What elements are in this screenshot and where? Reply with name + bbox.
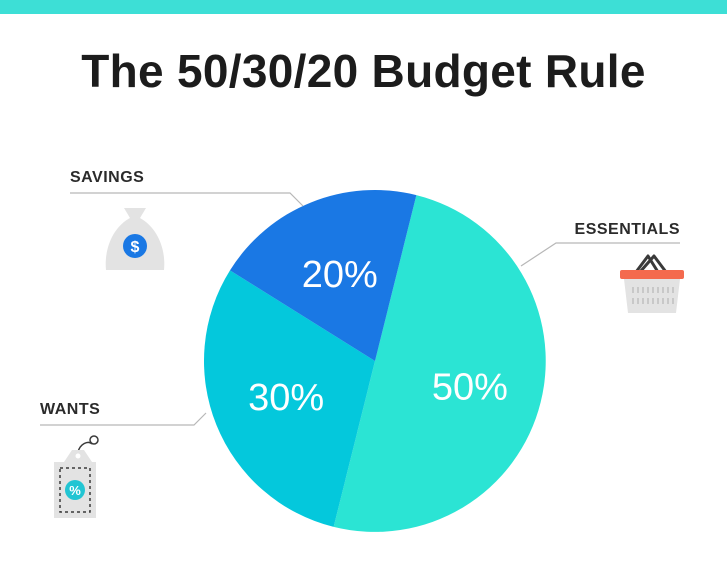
wants-leader-line xyxy=(40,412,207,426)
svg-text:$: $ xyxy=(131,239,140,256)
savings-leader-line xyxy=(70,192,304,207)
top-accent-bar xyxy=(0,0,727,14)
basket-icon xyxy=(620,254,684,313)
pie-slice-savings xyxy=(229,189,417,361)
money-bag-icon: $ xyxy=(105,208,165,270)
page-title: The 50/30/20 Budget Rule xyxy=(81,45,646,97)
savings-label: SAVINGS xyxy=(70,169,144,186)
svg-text:%: % xyxy=(69,483,81,498)
pie-label-essentials: 50% xyxy=(432,367,508,409)
wants-label: WANTS xyxy=(40,401,100,418)
price-tag-icon: % xyxy=(54,435,99,518)
pie-slice-essentials xyxy=(333,195,546,532)
pie-label-savings: 20% xyxy=(302,254,378,296)
pie-label-wants: 30% xyxy=(248,377,324,419)
essentials-leader-line xyxy=(520,242,680,267)
essentials-label: ESSENTIALS xyxy=(575,221,680,238)
pie-slice-wants xyxy=(203,270,375,527)
pie-slices xyxy=(203,189,546,532)
pie-percent-labels: 50% 30% 20% xyxy=(248,254,508,419)
